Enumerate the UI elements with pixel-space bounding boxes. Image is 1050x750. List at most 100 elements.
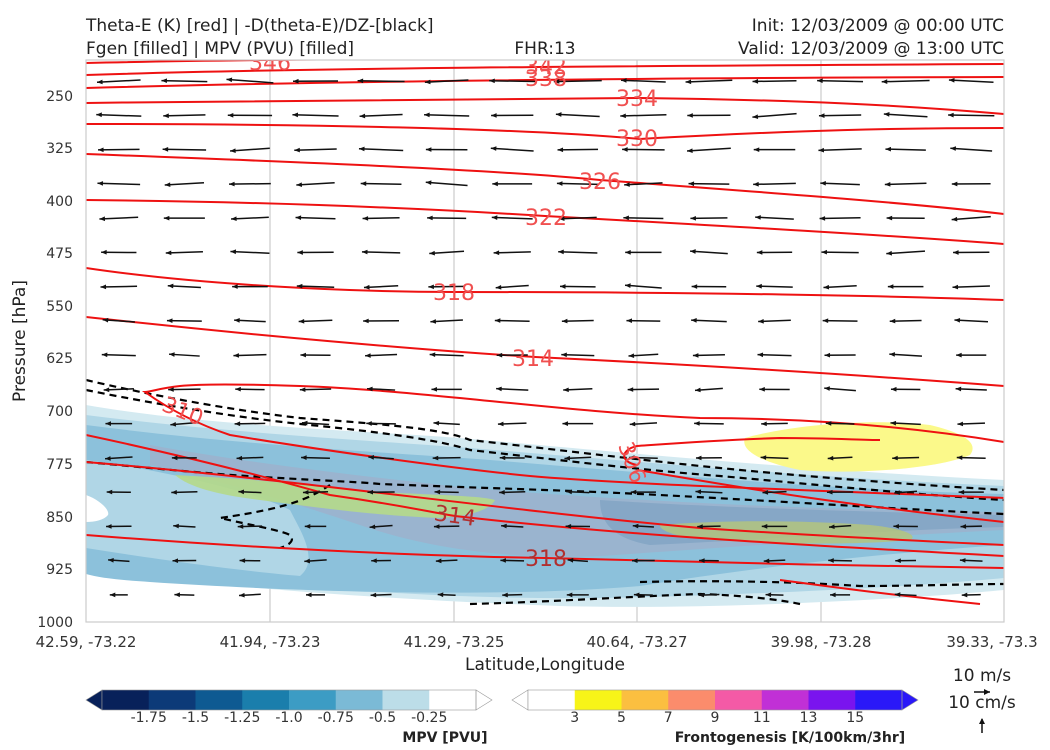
wind-vector-head	[821, 249, 827, 255]
wind-vector	[620, 79, 666, 83]
theta-e-label: 314	[432, 501, 477, 532]
wind-vector-head	[167, 283, 174, 289]
dthetae-contour	[639, 580, 1004, 588]
wind-vector-head	[427, 215, 433, 221]
wind-vector-head	[161, 78, 167, 84]
mpv-colorbar-cell	[148, 690, 196, 710]
theta-e-line-318	[86, 267, 1004, 301]
wind-vector-head	[239, 592, 245, 598]
wind-vector-head	[370, 592, 377, 598]
forecast-hour: FHR:13	[514, 39, 575, 59]
fgen-colorbar-ticks: 3 5 7 9 11 13 15	[570, 710, 864, 726]
y-tick-label: 850	[46, 510, 73, 526]
wind-vector-head	[819, 216, 826, 221]
wind-vector-head	[761, 421, 767, 427]
wind-vector	[358, 147, 404, 152]
wind-vector-head	[501, 523, 507, 529]
wind-vector-head	[885, 146, 892, 152]
mpv-colorbar-label: MPV [PVU]	[402, 730, 487, 746]
wind-vector-head	[168, 387, 174, 392]
plot-area: 346 342 338 334 330 326 322 318 314 310 …	[85, 59, 1005, 623]
wind-vector	[429, 353, 464, 357]
wind-vector-head	[890, 420, 897, 426]
wind-vector	[357, 80, 405, 83]
wind-vector-head	[629, 421, 636, 427]
wind-vector	[557, 148, 599, 151]
wind-vector-head	[169, 352, 175, 357]
wind-vector-head	[234, 318, 240, 323]
wind-vector	[359, 113, 403, 117]
init-time: Init: 12/03/2009 @ 00:00 UTC	[752, 16, 1004, 36]
wind-vector-head	[752, 114, 759, 120]
fgen-colorbar-tick-label: 5	[617, 710, 626, 726]
wind-vector	[489, 79, 536, 83]
wind-vector-head	[425, 180, 432, 186]
theta-e-contour-labels: 346 342 338 334 330 326 322 318 314 310 …	[158, 60, 658, 572]
wind-vector-head	[367, 489, 374, 495]
wind-vector	[818, 114, 862, 117]
wind-key-vertical-arrowhead	[979, 718, 985, 724]
wind-vector-head	[97, 181, 104, 186]
wind-vector-head	[166, 318, 173, 324]
wind-vector-head	[958, 489, 965, 495]
wind-vector-head	[890, 386, 897, 392]
wind-vector-head	[697, 524, 703, 529]
wind-vector	[818, 148, 862, 152]
wind-vector-head	[173, 523, 179, 529]
y-tick-label: 400	[46, 194, 73, 210]
wind-vector-head	[953, 250, 959, 255]
wind-vector	[954, 319, 989, 323]
y-tick-label: 325	[46, 141, 73, 157]
wind-vector	[167, 284, 201, 289]
wind-vector	[424, 113, 470, 117]
wind-vector-head	[762, 490, 769, 495]
x-tick-label: 41.94, -73.23	[220, 633, 321, 651]
wind-vector-head	[162, 147, 169, 152]
wind-vector-head	[171, 455, 178, 461]
y-axis-label: Pressure [hPa]	[10, 280, 30, 402]
wind-vector-head	[101, 352, 108, 358]
mpv-colorbar-tick-label: -0.75	[318, 710, 354, 726]
wind-vector	[556, 182, 599, 186]
wind-vector-head	[622, 147, 628, 152]
wind-vector-head	[230, 148, 236, 153]
dthetae-contour	[219, 484, 331, 550]
x-tick-label: 41.29, -73.25	[404, 633, 505, 651]
wind-vector-head	[553, 79, 560, 84]
theta-e-line-314	[86, 316, 1004, 387]
wind-vector-head	[434, 489, 441, 495]
wind-vector-head	[755, 215, 761, 220]
wind-vector-head	[304, 558, 310, 564]
wind-vector-head	[102, 317, 109, 323]
x-tick-label: 39.98, -73.28	[771, 633, 872, 651]
fgen-fill-upper-right	[744, 422, 973, 472]
wind-key-vertical: 10 cm/s	[948, 693, 1016, 713]
wind-vector-head	[692, 353, 699, 358]
wind-vector-head	[820, 180, 826, 186]
wind-vector	[817, 79, 864, 83]
wind-vector	[166, 319, 202, 322]
wind-vector-head	[957, 421, 964, 427]
fgen-colorbar-extend-max	[901, 689, 919, 711]
wind-vector-head	[753, 147, 760, 153]
wind-vector	[226, 78, 274, 84]
wind-vector-head	[621, 78, 627, 83]
wind-vector	[757, 353, 792, 357]
wind-vector-head	[822, 318, 829, 324]
wind-vector-head	[229, 181, 235, 187]
wind-vector-head	[954, 317, 961, 323]
wind-vector-head	[237, 524, 244, 529]
wind-vector-head	[951, 216, 958, 222]
fgen-colorbar-label: Frontogenesis [K/100km/3hr]	[675, 730, 905, 746]
wind-vector-head	[431, 387, 437, 392]
wind-vector-head	[369, 524, 376, 530]
wind-vector-head	[429, 250, 435, 256]
mpv-colorbar-tick-label: -1.5	[182, 710, 209, 726]
theta-e-line-310	[141, 383, 1004, 499]
wind-vector-head	[163, 215, 170, 221]
wind-vector-head	[823, 284, 830, 290]
wind-vector-head	[500, 558, 506, 563]
theta-e-line-338	[86, 76, 1004, 89]
wind-vector-head	[359, 113, 366, 119]
wind-vector-head	[695, 489, 702, 495]
